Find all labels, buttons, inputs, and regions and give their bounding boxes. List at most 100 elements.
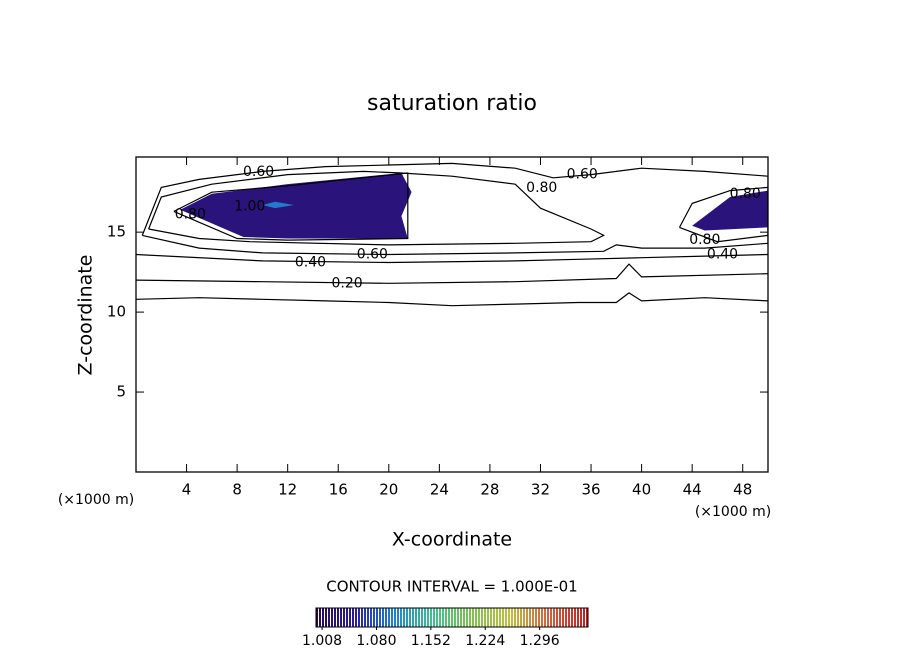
- colorbar-cell: [523, 608, 525, 627]
- contour-label: 0.60: [567, 167, 598, 183]
- colorbar-cell: [538, 608, 540, 627]
- colorbar-cell: [349, 608, 351, 627]
- colorbar-cell: [487, 608, 489, 627]
- colorbar-cell: [376, 608, 378, 627]
- colorbar-cell: [370, 608, 372, 627]
- colorbar-cell: [373, 608, 375, 627]
- colorbar-cell: [418, 608, 420, 627]
- colorbar-cell: [346, 608, 348, 627]
- colorbar-cell: [511, 608, 513, 627]
- contour-label: 0.80: [730, 186, 761, 202]
- colorbar-cell: [340, 608, 342, 627]
- colorbar-cell: [316, 608, 318, 627]
- colorbar-cell: [358, 608, 360, 627]
- colorbar-tick-label: 1.008: [302, 633, 342, 649]
- colorbar-cell: [475, 608, 477, 627]
- contour-line: [173, 172, 409, 241]
- colorbar-cell: [415, 608, 417, 627]
- colorbar-cell: [493, 608, 495, 627]
- colorbar-cell: [439, 608, 441, 627]
- colorbar-tick-label: 1.296: [520, 633, 560, 649]
- y-tick-label: 5: [116, 383, 126, 401]
- contour-line: [141, 162, 768, 256]
- x-unit-label: (×1000 m): [58, 492, 134, 508]
- colorbar-cell: [514, 608, 516, 627]
- colorbar-cell: [382, 608, 384, 627]
- contour-line: [136, 253, 768, 264]
- colorbar-tick-label: 1.152: [411, 633, 451, 649]
- colorbar-cell: [427, 608, 429, 627]
- colorbar-cell: [445, 608, 447, 627]
- colorbar-cell: [478, 608, 480, 627]
- contour-label: 0.80: [689, 232, 720, 248]
- contour-interval: CONTOUR INTERVAL = 1.000E-01: [326, 578, 577, 596]
- colorbar-cell: [436, 608, 438, 627]
- colorbar-cell: [481, 608, 483, 627]
- colorbar-cell: [352, 608, 354, 627]
- colorbar-cell: [505, 608, 507, 627]
- plot-frame: [135, 156, 769, 473]
- y-axis-label: Z-coordinate: [75, 255, 97, 376]
- colorbar-cell: [385, 608, 387, 627]
- plot-layer: 0.60 0.60 0.80 0.80 1.00 0.60 0.40 0.20 0.80 0.80…: [136, 162, 768, 307]
- x-tick-label: 12: [278, 481, 297, 499]
- x-unit-label: (×1000 m): [695, 504, 771, 520]
- x-tick-label: 36: [581, 481, 600, 499]
- colorbar-cell: [577, 608, 579, 627]
- colorbar-cell: [562, 608, 564, 627]
- colorbar-cell: [361, 608, 363, 627]
- colorbar-cell: [412, 608, 414, 627]
- colorbar-cell: [409, 608, 411, 627]
- colorbar-cell: [328, 608, 330, 627]
- colorbar-cell: [367, 608, 369, 627]
- colorbar-cell: [430, 608, 432, 627]
- filled-region: [692, 190, 768, 231]
- colorbar-cell: [334, 608, 336, 627]
- colorbar-cell: [580, 608, 582, 627]
- colorbar-cell: [388, 608, 390, 627]
- filled-region: [262, 201, 294, 209]
- colorbar-cell: [508, 608, 510, 627]
- x-tick-label: 44: [683, 481, 702, 499]
- x-axis-label: X-coordinate: [392, 529, 512, 551]
- colorbar-cell: [547, 608, 549, 627]
- colorbar-cell: [556, 608, 558, 627]
- colorbar-cell: [565, 608, 567, 627]
- colorbar-cell: [502, 608, 504, 627]
- x-tick-label: 20: [379, 481, 398, 499]
- contour-label: 0.60: [357, 247, 388, 263]
- contour-line: [148, 170, 606, 246]
- x-tick-label: 8: [232, 481, 242, 499]
- colorbar-cell: [433, 608, 435, 627]
- contour-label: 0.80: [526, 180, 557, 196]
- colorbar-cell: [400, 608, 402, 627]
- contour-label: 0.60: [243, 164, 274, 180]
- colorbar-cell: [559, 608, 561, 627]
- colorbar-cell: [490, 608, 492, 627]
- colorbar-cell: [550, 608, 552, 627]
- colorbar-cell: [535, 608, 537, 627]
- colorbar-cell: [325, 608, 327, 627]
- contour-label: 1.00: [234, 199, 265, 215]
- x-tick-label: 28: [480, 481, 499, 499]
- colorbar-tick-label: 1.224: [465, 633, 505, 649]
- colorbar-cell: [526, 608, 528, 627]
- colorbar-cell: [541, 608, 543, 627]
- colorbar-cell: [319, 608, 321, 627]
- colorbar-cell: [406, 608, 408, 627]
- colorbar-cell: [532, 608, 534, 627]
- colorbar-cell: [451, 608, 453, 627]
- colorbar-cell: [583, 608, 585, 627]
- colorbar-cell: [457, 608, 459, 627]
- colorbar-cell: [499, 608, 501, 627]
- chart-title: saturation ratio: [367, 91, 537, 116]
- colorbar-cell: [586, 608, 588, 627]
- colorbar-cell: [322, 608, 324, 627]
- contour-label: 0.80: [175, 207, 206, 223]
- x-tick-label: 4: [182, 481, 192, 499]
- colorbar-cell: [442, 608, 444, 627]
- colorbar-cell: [574, 608, 576, 627]
- colorbar-cell: [460, 608, 462, 627]
- colorbar-cell: [343, 608, 345, 627]
